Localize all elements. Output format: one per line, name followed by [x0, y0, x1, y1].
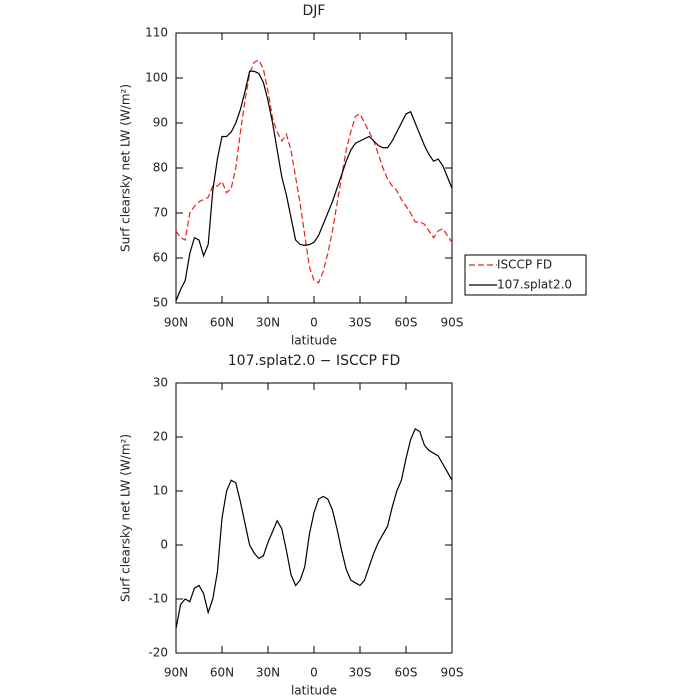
y-tick-label: 20 [153, 430, 168, 444]
x-tick-label: 30S [349, 316, 372, 330]
y-tick-label: 110 [145, 26, 168, 40]
y-tick-label: 80 [153, 161, 168, 175]
y-tick-label: 60 [153, 251, 168, 265]
x-tick-label: 90S [441, 666, 464, 680]
x-tick-label: 30N [256, 316, 280, 330]
x-tick-label: 90N [164, 316, 188, 330]
x-axis-label: latitude [291, 334, 337, 348]
y-axis-label: Surf clearsky net LW (W/m²) [119, 434, 133, 602]
y-tick-label: 30 [153, 376, 168, 390]
y-tick-label: 0 [160, 538, 168, 552]
y-tick-label: -20 [148, 646, 168, 660]
y-tick-label: -10 [148, 592, 168, 606]
x-tick-label: 0 [310, 316, 318, 330]
legend-label: ISCCP FD [497, 258, 552, 272]
x-axis-label: latitude [291, 684, 337, 698]
x-tick-label: 60N [210, 316, 234, 330]
x-tick-label: 90N [164, 666, 188, 680]
plot-frame [175, 32, 453, 304]
y-tick-label: 70 [153, 206, 168, 220]
data-line [175, 70, 453, 301]
data-line [175, 428, 453, 629]
y-axis-label: Surf clearsky net LW (W/m²) [119, 84, 133, 252]
data-line [175, 59, 453, 284]
x-tick-label: 60S [395, 316, 418, 330]
legend-box [464, 254, 587, 296]
x-tick-label: 0 [310, 666, 318, 680]
x-tick-label: 30S [349, 666, 372, 680]
y-tick-label: 90 [153, 116, 168, 130]
chart-title: 107.splat2.0 − ISCCP FD [228, 353, 401, 369]
y-tick-label: 100 [145, 71, 168, 85]
x-tick-label: 60N [210, 666, 234, 680]
x-tick-label: 60S [395, 666, 418, 680]
x-tick-label: 30N [256, 666, 280, 680]
y-tick-label: 50 [153, 296, 168, 310]
chart-title: DJF [303, 3, 326, 19]
x-tick-label: 90S [441, 316, 464, 330]
plot-frame [175, 382, 453, 654]
y-tick-label: 10 [153, 484, 168, 498]
legend-label: 107.splat2.0 [497, 278, 572, 292]
